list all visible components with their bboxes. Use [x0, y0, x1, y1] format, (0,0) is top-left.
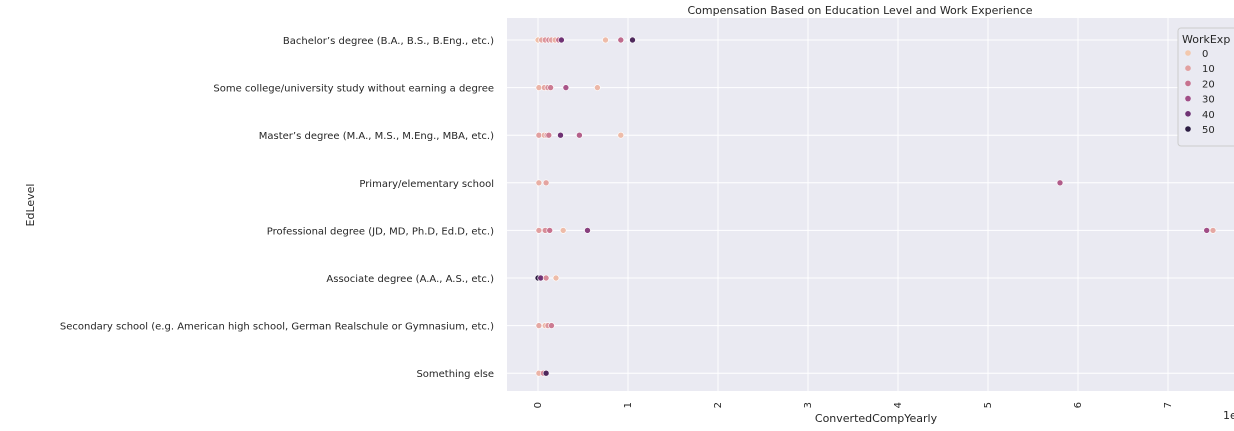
x-tick-label: 3 [803, 402, 814, 408]
data-point [548, 322, 555, 329]
grid-lines [507, 18, 1234, 391]
data-point [542, 179, 550, 187]
y-tick-label: Secondary school (e.g. American high sch… [60, 322, 494, 333]
data-point [535, 179, 543, 187]
data-point [1056, 179, 1064, 187]
data-point [594, 84, 601, 91]
x-axis-label: ConvertedCompYearly [815, 412, 938, 425]
x-tick-label: 1 [623, 402, 634, 408]
data-point [1209, 227, 1217, 234]
data-point [617, 36, 625, 44]
legend-marker [1185, 111, 1191, 117]
x-tick-label: 5 [983, 402, 994, 408]
data-point [602, 36, 609, 44]
y-tick-label: Bachelor’s degree (B.A., B.S., B.Eng., e… [283, 36, 494, 47]
x-tick-labels: 0 1 2 3 4 5 6 7 [533, 402, 1174, 408]
legend-label: 0 [1202, 49, 1208, 60]
legend-marker [1185, 65, 1191, 71]
y-tick-label: Some college/university study without ea… [213, 84, 494, 95]
legend-label: 10 [1202, 64, 1215, 75]
data-point [547, 84, 554, 91]
chart-title: Compensation Based on Education Level an… [687, 4, 1032, 17]
legend-title: WorkExp [1182, 33, 1230, 46]
legend-entries: 0 10 20 30 40 50 [1185, 49, 1215, 136]
y-axis-label: EdLevel [24, 184, 37, 227]
x-axis-offset-label: 1e [1223, 409, 1234, 422]
y-tick-label: Something else [416, 369, 494, 380]
y-tick-label: Associate degree (A.A., A.S., etc.) [326, 274, 494, 285]
y-tick-labels: Bachelor’s degree (B.A., B.S., B.Eng., e… [60, 36, 494, 380]
data-point [576, 131, 583, 139]
data-point [584, 227, 591, 234]
data-point [546, 227, 554, 234]
data-point [542, 274, 550, 282]
legend-label: 20 [1202, 79, 1215, 90]
data-point [552, 274, 560, 282]
data-point [559, 227, 567, 234]
y-tick-label: Master’s degree (M.A., M.S., M.Eng., MBA… [259, 131, 494, 142]
legend-label: 30 [1202, 95, 1215, 106]
data-points [534, 36, 1217, 377]
legend-marker [1185, 80, 1191, 87]
legend-label: 40 [1202, 110, 1215, 121]
data-point [535, 322, 543, 329]
y-tick-label: Professional degree (JD, MD, Ph.D, Ed.D,… [267, 226, 494, 237]
data-point [535, 227, 543, 234]
legend-marker [1185, 50, 1191, 56]
y-tick-label: Primary/elementary school [359, 179, 494, 190]
x-tick-label: 7 [1163, 402, 1174, 408]
data-point [542, 369, 550, 377]
legend-marker [1185, 95, 1191, 102]
x-tick-label: 2 [713, 402, 724, 408]
x-tick-label: 6 [1073, 402, 1084, 408]
x-tick-label: 0 [533, 402, 544, 408]
data-point [617, 131, 625, 139]
data-point [545, 131, 553, 139]
data-point [1203, 227, 1210, 234]
legend-marker [1185, 126, 1191, 132]
legend-label: 50 [1202, 125, 1215, 136]
data-point [557, 131, 564, 139]
legend-box [1177, 27, 1234, 147]
legend: WorkExp 0 10 20 30 40 50 [1177, 27, 1234, 147]
data-point [558, 36, 565, 44]
data-point [629, 36, 636, 44]
data-point [562, 84, 570, 91]
plot-area [507, 18, 1234, 391]
x-tick-label: 4 [893, 402, 904, 408]
